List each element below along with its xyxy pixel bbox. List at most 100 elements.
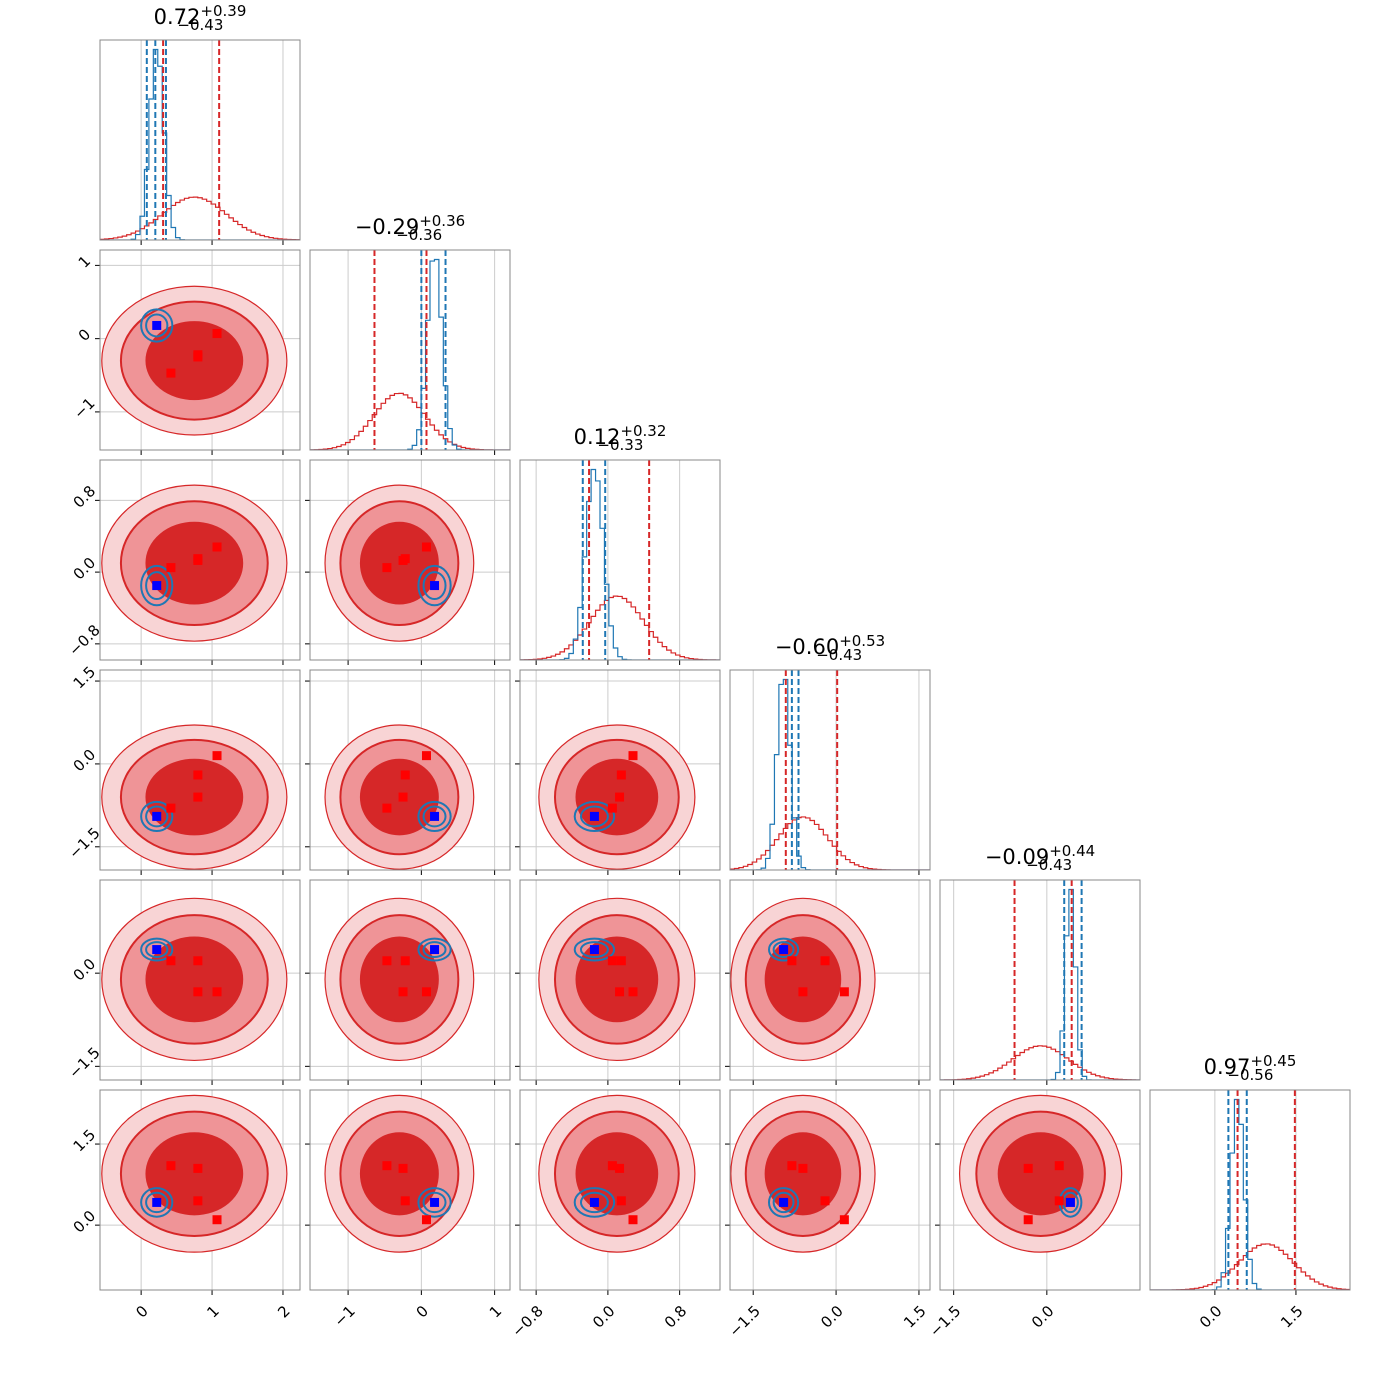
panel-body [310,250,510,450]
red-point [212,1215,222,1225]
panel-body [100,40,300,240]
contour [145,805,169,828]
panel-frame [519,459,721,661]
panel: −0.29+0.36 −0.36 [309,212,511,455]
contour [140,937,174,962]
panel-body [940,880,1140,1080]
red-point [382,956,392,966]
contour [417,937,452,962]
y-tick-label: 0.8 [70,482,100,512]
y-tick-label: −1.5 [65,824,103,862]
red-point [382,803,392,813]
x-tick-label: 0.0 [589,1302,619,1332]
contour [422,805,447,828]
contour [422,941,447,959]
panel [305,459,511,665]
panel [95,1089,301,1295]
histogram [520,468,720,660]
red-point [607,1161,617,1171]
blue-point [779,945,789,955]
x-tick-label: 0 [132,1302,151,1321]
histogram [310,392,510,450]
contour [422,571,447,601]
x-tick-label: 1.5 [1277,1302,1307,1332]
red-point [421,751,431,761]
x-tick-label: 0.0 [1028,1302,1058,1332]
title-upper: +0.36 [419,212,465,230]
contour [573,800,616,832]
red-point [193,350,203,360]
y-tick-label: 0.0 [70,554,100,584]
panel [515,879,721,1085]
title-median: −0.29 [355,215,419,239]
histogram [1150,1243,1350,1290]
panel [95,669,301,875]
contour [140,800,174,832]
title-median: 0.97 [1204,1055,1251,1079]
red-point [787,1161,797,1171]
blue-point [430,811,440,821]
contour [768,1187,800,1218]
panel-frame [99,879,301,1081]
x-tick-label: 0.8 [661,1302,691,1332]
contour [768,937,800,962]
red-point [1054,1196,1064,1206]
contour [145,571,169,601]
red-point [820,956,830,966]
contour [145,1191,169,1214]
panel-body [310,460,510,660]
panel-body [1150,1090,1350,1290]
red-point [615,987,625,997]
red-point [1054,1161,1064,1171]
red-point [820,1196,830,1206]
title-lower: −0.33 [597,436,643,454]
y-tick-label: −1.5 [65,1044,103,1082]
histogram [1150,1098,1350,1290]
x-tick-label: 0 [413,1302,432,1321]
panel [305,879,511,1085]
blue-point [589,811,599,821]
contour [772,1191,795,1214]
red-point [421,1215,431,1225]
contour [579,805,609,828]
panel: 0.97+0.45 −0.56 [1149,1052,1351,1295]
red-point [193,554,203,564]
red-point [166,956,176,966]
contour [575,936,659,1023]
panel [95,459,301,665]
contour [140,1187,174,1218]
panel-title: −0.29+0.36 −0.36 [355,212,465,244]
panel-title: −0.60+0.53 −0.43 [775,632,885,664]
title-lower: −0.56 [1227,1066,1273,1084]
blue-point [430,1197,440,1207]
contour [417,1187,452,1218]
title-lower: −0.43 [177,16,223,34]
panel-frame [309,669,511,871]
panel: 0.12+0.32 −0.33 [519,422,721,665]
panel [95,249,301,455]
title-lower: −0.36 [396,226,442,244]
red-point [166,563,176,573]
x-tick-label: −0.8 [508,1302,546,1340]
contour [772,941,795,959]
panel-frame [519,669,721,871]
title-upper: +0.39 [200,2,246,20]
x-tick-label: 0.0 [817,1302,847,1332]
histogram [100,196,300,240]
histogram [940,1045,1140,1080]
title-median: −0.60 [775,635,839,659]
title-upper: +0.53 [839,632,885,650]
panel-frame [99,459,301,661]
panel [515,1089,721,1295]
x-tick-label: −1 [330,1302,358,1330]
red-point [615,1163,625,1173]
red-point [839,987,849,997]
red-point [400,956,410,966]
title-upper: +0.32 [620,422,666,440]
panel [305,1089,511,1295]
panel-frame [519,879,721,1081]
y-tick-label: 1 [75,252,94,271]
panel-frame [729,1089,931,1291]
panel-body [100,1090,300,1290]
blue-point [152,811,162,821]
